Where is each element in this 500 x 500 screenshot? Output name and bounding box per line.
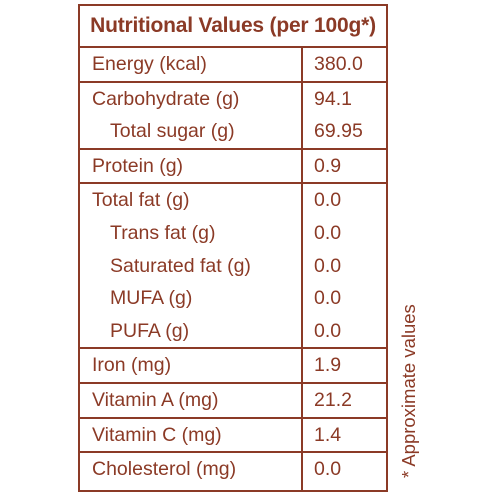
row-group: Total fat (g) 0.0 Trans fat (g) 0.0 Saturate… — [80, 184, 386, 350]
nutrient-label: Carbohydrate (g) — [92, 87, 240, 110]
nutrient-label: Total fat (g) — [92, 189, 190, 212]
table-row: Vitamin C (mg) 1.4 — [80, 419, 386, 452]
table-row: Trans fat (g) 0.0 — [80, 217, 386, 250]
nutrient-label: Vitamin A (mg) — [92, 388, 219, 411]
nutrient-value: 0.0 — [314, 287, 342, 310]
nutrient-label: PUFA (g) — [110, 319, 190, 342]
table-row: Total sugar (g) 69.95 — [80, 115, 386, 148]
nutrition-table: Nutritional Values (per 100g*) Energy (k… — [78, 4, 388, 492]
footnote: * Approximate values — [398, 304, 419, 478]
table-row: Carbohydrate (g) 94.1 — [80, 83, 386, 116]
table-row: Total fat (g) 0.0 — [80, 184, 386, 217]
row-group: Protein (g) 0.9 — [80, 150, 386, 185]
nutrient-label: Vitamin C (mg) — [92, 423, 222, 446]
nutrient-value: 0.0 — [314, 189, 342, 212]
row-group: Vitamin A (mg) 21.2 — [80, 384, 386, 419]
table-row: Vitamin A (mg) 21.2 — [80, 384, 386, 417]
nutrient-value: 1.9 — [314, 354, 342, 377]
table-row: MUFA (g) 0.0 — [80, 282, 386, 315]
nutrient-label: Trans fat (g) — [110, 221, 216, 244]
nutrient-label: Iron (mg) — [92, 354, 172, 377]
table-row: Saturated fat (g) 0.0 — [80, 250, 386, 283]
nutrient-label: Total sugar (g) — [110, 120, 235, 143]
table-row: Iron (mg) 1.9 — [80, 349, 386, 382]
nutrient-label: Saturated fat (g) — [110, 254, 251, 277]
nutrient-value: 1.4 — [314, 423, 342, 446]
table-row: Protein (g) 0.9 — [80, 150, 386, 183]
row-group: Carbohydrate (g) 94.1 Total sugar (g) 69.95 — [80, 83, 386, 150]
nutrient-value: 380.0 — [314, 53, 363, 75]
row-group: Iron (mg) 1.9 — [80, 349, 386, 384]
nutrient-value: 0.0 — [314, 458, 342, 481]
nutrient-value: 21.2 — [314, 388, 352, 411]
nutrient-value: 0.9 — [314, 154, 342, 177]
column-divider — [301, 48, 303, 490]
table-row: PUFA (g) 0.0 — [80, 315, 386, 348]
nutrient-label: Energy (kcal) — [92, 53, 207, 75]
nutrient-value: 0.0 — [314, 319, 342, 342]
nutrient-label: MUFA (g) — [110, 287, 193, 310]
nutrient-value: 0.0 — [314, 254, 342, 277]
table-row: Energy (kcal) 380.0 — [80, 48, 386, 81]
row-group: Vitamin C (mg) 1.4 — [80, 419, 386, 454]
nutrient-label: Protein (g) — [92, 154, 184, 177]
table-body: Energy (kcal) 380.0 Carbohydrate (g) 94.1 To… — [80, 48, 386, 486]
table-title: Nutritional Values (per 100g*) — [80, 6, 386, 48]
nutrient-value: 94.1 — [314, 87, 352, 110]
table-row: Cholesterol (mg) 0.0 — [80, 453, 386, 486]
nutrient-value: 0.0 — [314, 221, 342, 244]
row-group: Cholesterol (mg) 0.0 — [80, 453, 386, 486]
nutrient-label: Cholesterol (mg) — [92, 458, 237, 481]
nutrient-value: 69.95 — [314, 120, 363, 143]
row-group: Energy (kcal) 380.0 — [80, 48, 386, 83]
